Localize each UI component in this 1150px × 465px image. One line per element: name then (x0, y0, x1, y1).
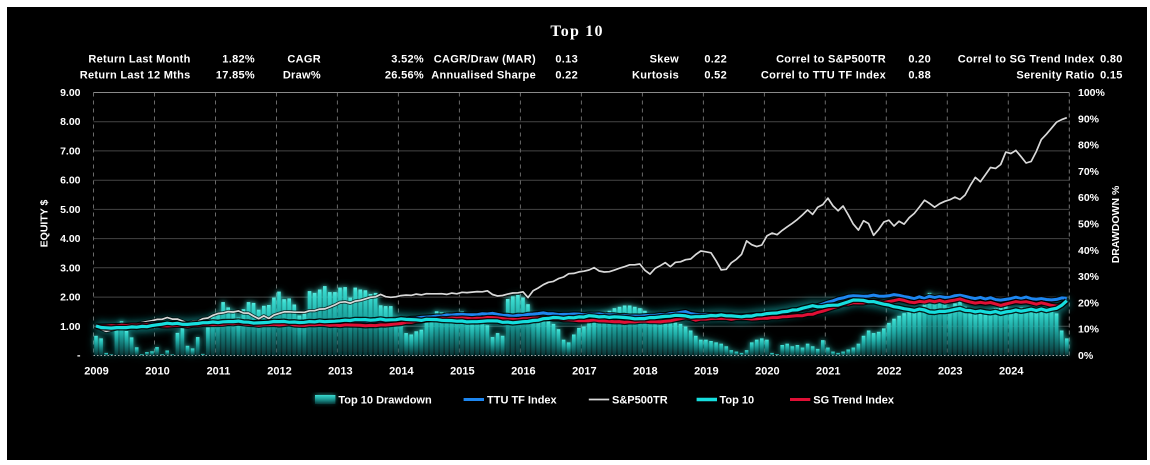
svg-text:2016: 2016 (511, 366, 535, 378)
svg-text:0.52: 0.52 (704, 70, 727, 82)
svg-text:Correl to S&P500TR: Correl to S&P500TR (776, 54, 886, 66)
svg-text:Kurtosis: Kurtosis (632, 70, 679, 82)
svg-text:2011: 2011 (207, 366, 231, 378)
svg-text:2.00: 2.00 (60, 292, 81, 304)
svg-text:0.20: 0.20 (908, 54, 931, 66)
svg-text:Top 10: Top 10 (720, 395, 755, 407)
svg-text:60%: 60% (1078, 192, 1100, 204)
svg-text:1.82%: 1.82% (222, 54, 255, 66)
svg-text:EQUITY $: EQUITY $ (38, 200, 50, 248)
svg-text:80%: 80% (1078, 140, 1100, 152)
svg-text:2019: 2019 (694, 366, 718, 378)
svg-text:0.22: 0.22 (704, 54, 727, 66)
svg-text:3.00: 3.00 (60, 262, 81, 274)
svg-text:2009: 2009 (84, 366, 108, 378)
svg-text:100%: 100% (1078, 87, 1106, 99)
svg-text:26.56%: 26.56% (385, 70, 424, 82)
svg-text:Skew: Skew (650, 54, 679, 66)
svg-text:CAGR/Draw (MAR): CAGR/Draw (MAR) (434, 54, 536, 66)
svg-text:5.00: 5.00 (60, 204, 81, 216)
svg-text:9.00: 9.00 (60, 87, 81, 99)
svg-text:30%: 30% (1078, 271, 1100, 283)
svg-text:90%: 90% (1078, 113, 1100, 125)
svg-text:Top 10: Top 10 (550, 23, 603, 40)
svg-text:10%: 10% (1078, 324, 1100, 336)
svg-text:4.00: 4.00 (60, 233, 81, 245)
svg-text:2013: 2013 (328, 366, 352, 378)
svg-text:20%: 20% (1078, 297, 1100, 309)
svg-text:2022: 2022 (877, 366, 901, 378)
svg-text:Top 10 Drawdown: Top 10 Drawdown (338, 395, 432, 407)
svg-text:SG Trend Index: SG Trend Index (813, 395, 895, 407)
svg-text:2012: 2012 (267, 366, 291, 378)
svg-text:DRAWDOWN %: DRAWDOWN % (1110, 185, 1122, 263)
svg-text:2017: 2017 (572, 366, 596, 378)
svg-text:40%: 40% (1078, 245, 1100, 257)
svg-text:-: - (77, 350, 81, 362)
svg-text:2024: 2024 (999, 366, 1024, 378)
svg-text:Correl to TTU TF Index: Correl to TTU TF Index (761, 70, 887, 82)
svg-text:50%: 50% (1078, 219, 1100, 231)
svg-text:7.00: 7.00 (60, 145, 81, 157)
svg-text:0.13: 0.13 (555, 54, 578, 66)
svg-text:17.85%: 17.85% (216, 70, 255, 82)
svg-text:CAGR: CAGR (287, 54, 321, 66)
svg-text:2014: 2014 (389, 366, 414, 378)
svg-text:0%: 0% (1078, 350, 1094, 362)
svg-text:2020: 2020 (755, 366, 779, 378)
svg-text:2021: 2021 (816, 366, 840, 378)
svg-text:0.80: 0.80 (1100, 54, 1123, 66)
svg-text:6.00: 6.00 (60, 175, 81, 187)
svg-text:Correl to SG Trend Index: Correl to SG Trend Index (958, 54, 1095, 66)
svg-text:Annualised Sharpe: Annualised Sharpe (431, 70, 536, 82)
svg-text:TTU TF Index: TTU TF Index (487, 395, 558, 407)
svg-text:1.00: 1.00 (60, 321, 81, 333)
svg-text:3.52%: 3.52% (391, 54, 424, 66)
svg-text:Return Last Month: Return Last Month (88, 54, 190, 66)
svg-text:0.88: 0.88 (908, 70, 931, 82)
svg-text:Serenity Ratio: Serenity Ratio (1016, 70, 1094, 82)
svg-text:Draw%: Draw% (283, 70, 321, 82)
svg-text:Return Last 12 Mths: Return Last 12 Mths (80, 70, 191, 82)
svg-text:8.00: 8.00 (60, 116, 81, 128)
svg-text:S&P500TR: S&P500TR (612, 395, 668, 407)
svg-text:2023: 2023 (938, 366, 962, 378)
svg-text:70%: 70% (1078, 166, 1100, 178)
svg-text:2018: 2018 (633, 366, 657, 378)
svg-text:0.15: 0.15 (1100, 70, 1123, 82)
svg-text:2015: 2015 (450, 366, 474, 378)
svg-text:2010: 2010 (145, 366, 169, 378)
svg-text:0.22: 0.22 (555, 70, 578, 82)
